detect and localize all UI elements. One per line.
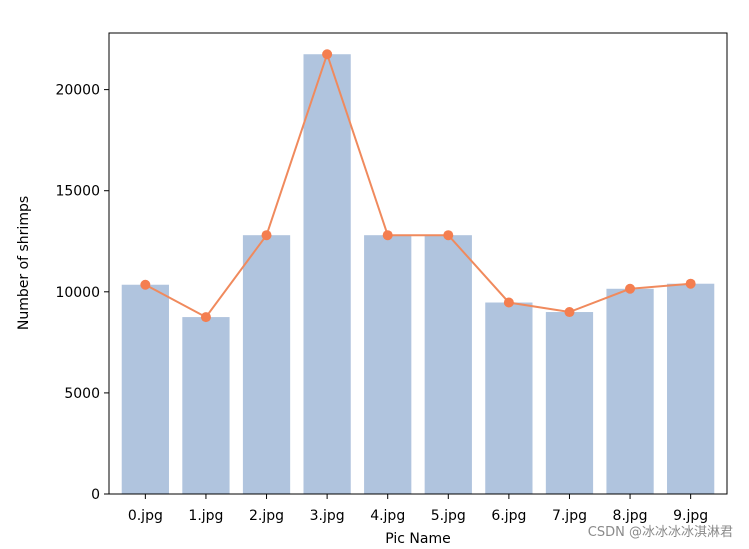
x-tick-label-9: 9.jpg bbox=[673, 508, 708, 524]
x-tick-label-3: 3.jpg bbox=[310, 508, 345, 524]
series-point-6 bbox=[503, 297, 514, 308]
series-line bbox=[144, 51, 691, 319]
y-axis: 0 5000 10000 15000 20000 bbox=[55, 83, 109, 503]
bar-9 bbox=[667, 283, 715, 494]
y-axis-label: Number of shrimps bbox=[16, 196, 32, 330]
bar-5 bbox=[424, 235, 472, 494]
bar-6 bbox=[485, 302, 533, 494]
x-axis-label: Pic Name bbox=[385, 531, 450, 547]
bar-0 bbox=[121, 284, 169, 494]
series-point-0 bbox=[140, 279, 151, 290]
x-axis: 0.jpg 1.jpg 2.jpg 3.jpg 4.jpg 5.jpg 6.jpg 7.jpg… bbox=[128, 494, 708, 524]
bar-7 bbox=[545, 312, 594, 494]
y-tick-label-0: 0 bbox=[91, 487, 100, 503]
bar-1 bbox=[182, 317, 230, 494]
series-point-3 bbox=[322, 49, 333, 60]
x-tick-label-6: 6.jpg bbox=[491, 508, 526, 524]
bar-8 bbox=[606, 288, 654, 494]
bar-2 bbox=[242, 235, 291, 494]
series-point-5 bbox=[443, 230, 454, 241]
line-series-group bbox=[140, 49, 696, 323]
bars-group bbox=[121, 54, 715, 494]
plot-frame bbox=[108, 32, 728, 495]
bar-4 bbox=[364, 235, 412, 494]
series-point-9 bbox=[685, 278, 696, 289]
y-tick-label-1: 5000 bbox=[64, 386, 100, 402]
x-tick-label-0: 0.jpg bbox=[128, 508, 163, 524]
series-point-4 bbox=[382, 230, 393, 241]
series-point-8 bbox=[625, 283, 636, 294]
bar-3 bbox=[303, 54, 351, 494]
watermark-text: CSDN @冰冰冰冰淇淋君 bbox=[588, 525, 733, 540]
x-tick-label-4: 4.jpg bbox=[370, 508, 405, 524]
y-tick-label-3: 15000 bbox=[55, 184, 100, 200]
series-point-7 bbox=[564, 307, 575, 318]
x-tick-label-2: 2.jpg bbox=[249, 508, 284, 524]
x-tick-label-5: 5.jpg bbox=[431, 508, 466, 524]
y-tick-label-4: 20000 bbox=[55, 83, 100, 99]
y-tick-label-2: 10000 bbox=[55, 285, 100, 301]
series-point-1 bbox=[200, 312, 211, 323]
x-tick-label-7: 7.jpg bbox=[552, 508, 587, 524]
x-tick-label-1: 1.jpg bbox=[188, 508, 223, 524]
x-tick-label-8: 8.jpg bbox=[613, 508, 648, 524]
series-point-2 bbox=[261, 230, 272, 241]
